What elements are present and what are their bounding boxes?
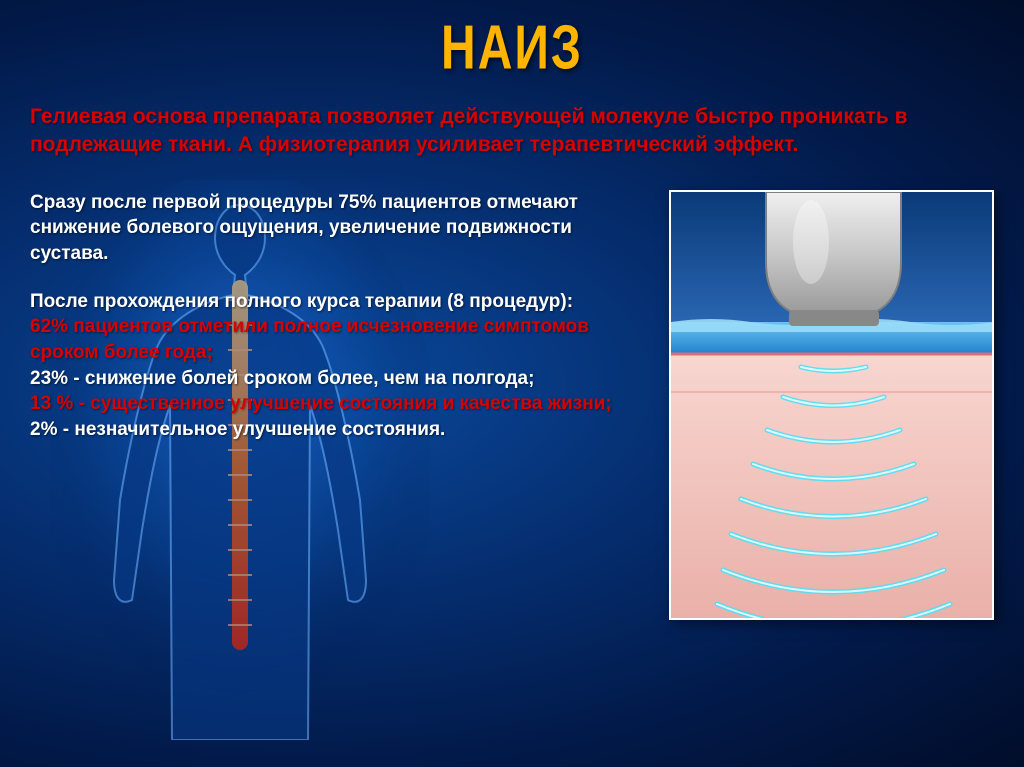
content-row: Сразу после первой процедуры 75% пациент… <box>30 190 994 620</box>
stat-2: 23% - снижение болей сроком более, чем н… <box>30 368 534 389</box>
slide-title: НАИЗ <box>0 0 1024 84</box>
stat-3: 13 % - существенное улучшение состояния … <box>30 393 612 414</box>
text-column: Сразу после первой процедуры 75% пациент… <box>30 190 629 620</box>
intro-paragraph: Гелиевая основа препарата позволяет дейс… <box>30 103 994 160</box>
ultrasound-illustration <box>669 190 994 620</box>
para2-lead: После прохождения полного курса терапии … <box>30 291 573 312</box>
stat-1: 62% пациентов отметили полное исчезновен… <box>30 316 589 363</box>
stat-4: 2% - незначительное улучшение состояния. <box>30 419 445 440</box>
paragraph-2: После прохождения полного курса терапии … <box>30 289 629 443</box>
paragraph-1: Сразу после первой процедуры 75% пациент… <box>30 190 629 267</box>
